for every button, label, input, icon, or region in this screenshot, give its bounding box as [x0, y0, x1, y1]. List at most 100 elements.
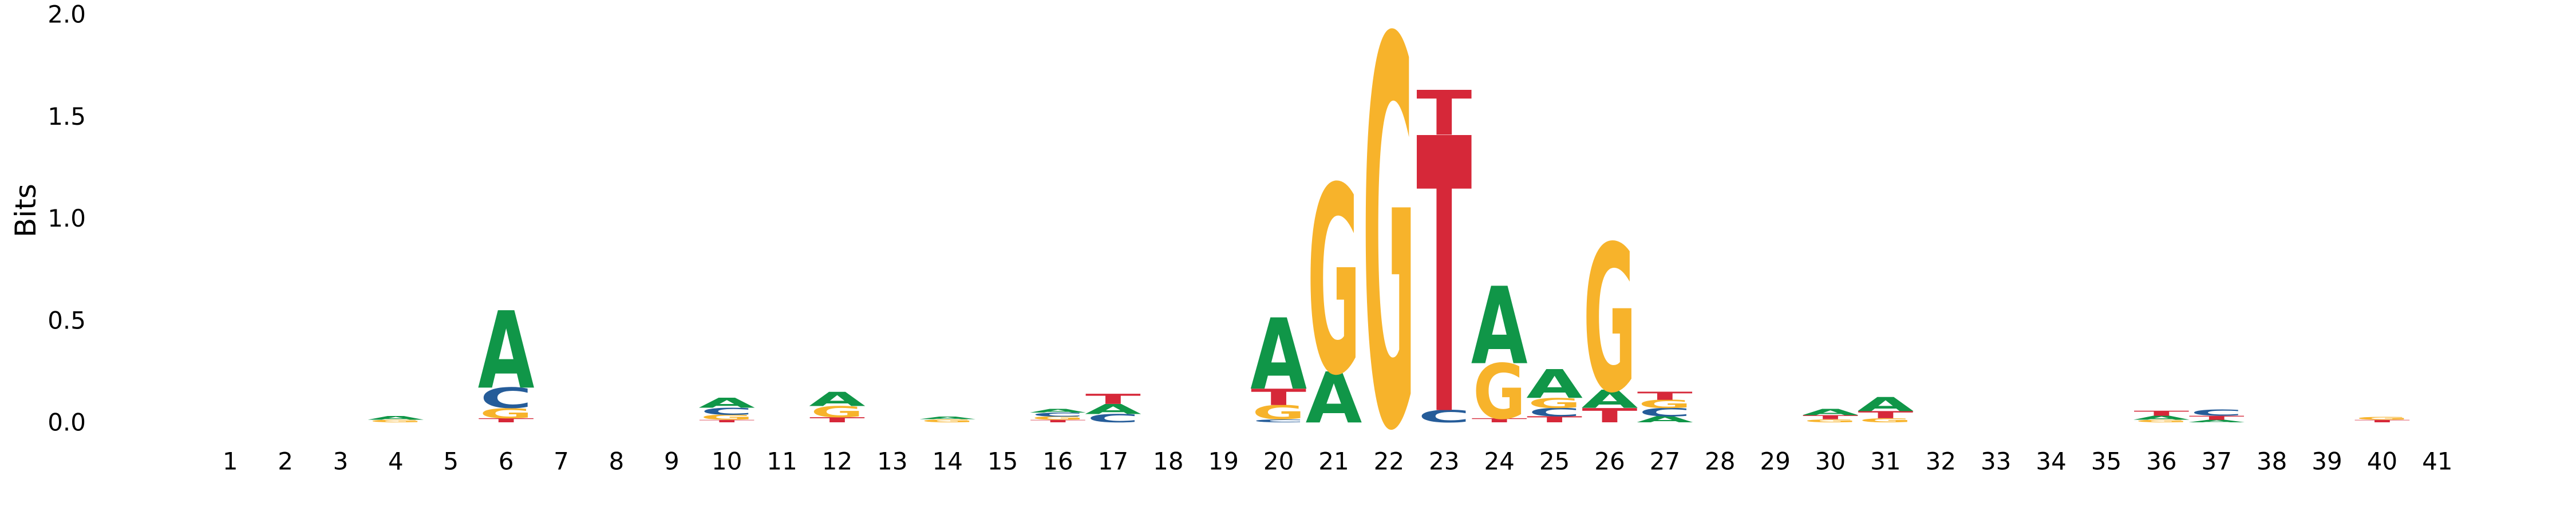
logo-letter-glyph: G — [369, 419, 422, 423]
logo-letter-a: A — [1471, 264, 1528, 389]
logo-letter-glyph: A — [1306, 358, 1362, 439]
logo-letter-glyph: G — [921, 418, 974, 423]
logo-letter-glyph: G — [700, 413, 753, 421]
logo-letter-glyph: A — [1526, 362, 1583, 407]
logo-letter-glyph: C — [1639, 406, 1691, 419]
logo-letter-t: T — [479, 417, 534, 423]
logo-letter-g: G — [2135, 419, 2188, 423]
logo-letter-glyph: A — [698, 395, 755, 411]
logo-letter-glyph: G — [1804, 418, 1856, 423]
logo-letter-glyph: G — [1473, 348, 1526, 436]
logo-letter-glyph: C — [1418, 407, 1470, 426]
logo-letter-glyph: C — [480, 382, 532, 415]
logo-letter-glyph: G — [1252, 401, 1305, 424]
logo-letter-g: G — [1859, 417, 1912, 423]
logo-letter-glyph: A — [368, 415, 424, 421]
logo-letter-glyph: T — [699, 419, 754, 423]
logo-letter-t: T — [2134, 409, 2189, 417]
y-tick-label: 1.0 — [48, 204, 86, 232]
x-tick-label: 35 — [2091, 447, 2121, 476]
logo-letter-glyph: G — [2135, 419, 2188, 423]
logo-letter-glyph: C — [1253, 418, 1305, 423]
x-tick-label: 6 — [499, 447, 514, 476]
logo-letter-a: A — [368, 415, 424, 421]
x-tick-label: 34 — [2036, 447, 2066, 476]
x-tick-label: 23 — [1429, 447, 1459, 476]
logo-letter-glyph: T — [1416, 78, 1472, 149]
x-tick-label: 33 — [1981, 447, 2011, 476]
logo-letter-a: A — [1030, 408, 1086, 414]
logo-letter-a: A — [1306, 358, 1362, 439]
x-tick-label: 19 — [1208, 447, 1238, 476]
logo-letter-g: G — [700, 413, 753, 421]
logo-letter-glyph: T — [1637, 390, 1693, 403]
logo-letter-c: C — [480, 382, 532, 415]
logo-letter-glyph: G — [1859, 417, 1912, 423]
logo-letter-t: T — [1803, 414, 1858, 421]
y-axis-label: Bits — [9, 184, 42, 237]
logo-letter-t: T — [1085, 391, 1141, 407]
logo-letter-a: A — [2133, 415, 2190, 421]
x-tick-label: 8 — [609, 447, 625, 476]
logo-letter-a: A — [1526, 362, 1583, 407]
x-axis-ticks: 1 2 3 4 5 6 7 8 9 10 11 12 13 14 15 16 17 18 19 20 21 22 23 24 2… — [223, 447, 2453, 476]
x-tick-label: 3 — [333, 447, 349, 476]
x-tick-label: 24 — [1484, 447, 1514, 476]
x-tick-label: 11 — [767, 447, 797, 476]
logo-letter-c: C — [1639, 406, 1691, 419]
y-tick-label: 1.5 — [48, 102, 86, 130]
logo-letter-g: G — [1638, 398, 1691, 411]
y-axis-ticks: 0.0 0.5 1.0 1.5 2.0 — [48, 1, 86, 437]
logo-letter-c: C — [2191, 408, 2243, 418]
x-tick-label: 14 — [933, 447, 963, 476]
logo-letter-glyph: G — [811, 403, 863, 421]
logo-letter-g: G — [1583, 203, 1636, 437]
logo-letter-glyph: G — [1307, 133, 1360, 433]
logo-letter-glyph: G — [1032, 415, 1084, 421]
logo-letter-a: A — [1802, 407, 1859, 417]
logo-letter-glyph: G — [1362, 0, 1415, 515]
logo-letter-glyph: A — [1085, 401, 1141, 417]
logo-letter-g: G — [1307, 133, 1360, 433]
logo-letter-glyph: T — [1416, 61, 1472, 500]
logo-letter-glyph: A — [1030, 408, 1086, 414]
x-tick-label: 12 — [822, 447, 852, 476]
logo-letter-a: A — [809, 388, 866, 411]
x-tick-label: 32 — [1926, 447, 1956, 476]
x-tick-label: 16 — [1042, 447, 1073, 476]
logo-letter-t: T — [699, 419, 754, 423]
logo-letter-glyph: A — [1250, 298, 1307, 412]
logo-letter-t: T — [1472, 417, 1527, 423]
logo-letter-glyph: T — [1858, 409, 1913, 421]
x-tick-label: 41 — [2422, 447, 2452, 476]
logo-letter-glyph: G — [1528, 395, 1581, 411]
logo-letter-glyph: A — [919, 416, 976, 420]
logo-letter-glyph: G — [1638, 398, 1691, 411]
x-tick-label: 5 — [443, 447, 459, 476]
x-tick-label: 30 — [1815, 447, 1846, 476]
logo-letter-glyph: T — [809, 416, 865, 424]
x-tick-label: 31 — [1870, 447, 1901, 476]
logo-letter-glyph: C — [1087, 412, 1139, 425]
logo-letter-g: G — [1362, 0, 1415, 515]
logo-letter-glyph: A — [1471, 264, 1528, 389]
logo-letter-g: G — [1528, 395, 1581, 411]
logo-letter-glyph: T — [2354, 419, 2410, 423]
x-tick-label: 13 — [877, 447, 907, 476]
x-tick-label: 39 — [2312, 447, 2342, 476]
x-tick-label: 22 — [1374, 447, 1404, 476]
x-tick-label: 9 — [664, 447, 679, 476]
logo-letter-glyph: C — [2191, 408, 2243, 418]
logo-letter-c: C — [1253, 418, 1305, 423]
logo-letter-a: A — [919, 416, 976, 420]
logo-letter-glyph: A — [1858, 393, 1914, 416]
logo-letter-g: G — [1032, 415, 1084, 421]
x-tick-label: 2 — [278, 447, 293, 476]
logo-letter-t: T — [1527, 414, 1582, 424]
logo-letter-c: C — [1528, 406, 1581, 419]
logo-letter-t: T — [1030, 419, 1086, 423]
x-tick-label: 4 — [388, 447, 404, 476]
x-tick-label: 7 — [554, 447, 569, 476]
